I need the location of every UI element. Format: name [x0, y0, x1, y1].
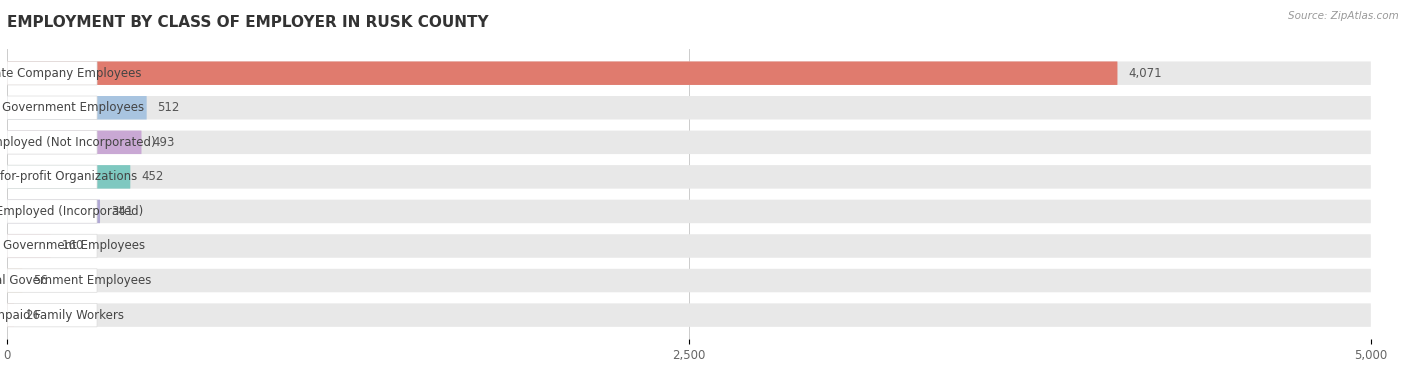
FancyBboxPatch shape	[7, 96, 97, 120]
FancyBboxPatch shape	[7, 96, 1371, 120]
FancyBboxPatch shape	[7, 165, 131, 188]
Text: Not-for-profit Organizations: Not-for-profit Organizations	[0, 170, 138, 183]
Text: Unpaid Family Workers: Unpaid Family Workers	[0, 309, 124, 322]
FancyBboxPatch shape	[7, 96, 146, 120]
Text: 452: 452	[141, 170, 163, 183]
Text: Self-Employed (Incorporated): Self-Employed (Incorporated)	[0, 205, 143, 218]
FancyBboxPatch shape	[7, 234, 51, 258]
Text: Local Government Employees: Local Government Employees	[0, 101, 145, 114]
Text: 493: 493	[152, 136, 174, 149]
FancyBboxPatch shape	[7, 61, 97, 85]
Text: 341: 341	[111, 205, 134, 218]
Text: Self-Employed (Not Incorporated): Self-Employed (Not Incorporated)	[0, 136, 155, 149]
Text: 4,071: 4,071	[1129, 67, 1161, 80]
FancyBboxPatch shape	[7, 303, 1371, 327]
FancyBboxPatch shape	[7, 269, 22, 292]
FancyBboxPatch shape	[7, 61, 1371, 85]
FancyBboxPatch shape	[7, 303, 14, 327]
FancyBboxPatch shape	[7, 200, 100, 223]
Text: Federal Government Employees: Federal Government Employees	[0, 274, 152, 287]
FancyBboxPatch shape	[7, 234, 1371, 258]
Text: 26: 26	[25, 309, 39, 322]
FancyBboxPatch shape	[7, 165, 97, 188]
FancyBboxPatch shape	[7, 130, 1371, 154]
FancyBboxPatch shape	[7, 165, 1371, 188]
FancyBboxPatch shape	[7, 269, 1371, 292]
Text: State Government Employees: State Government Employees	[0, 239, 145, 253]
FancyBboxPatch shape	[7, 200, 1371, 223]
Text: Private Company Employees: Private Company Employees	[0, 67, 141, 80]
Text: 56: 56	[34, 274, 48, 287]
FancyBboxPatch shape	[7, 234, 97, 258]
Text: 512: 512	[157, 101, 180, 114]
Text: 160: 160	[62, 239, 84, 253]
FancyBboxPatch shape	[7, 130, 97, 154]
FancyBboxPatch shape	[7, 130, 142, 154]
FancyBboxPatch shape	[7, 269, 97, 292]
FancyBboxPatch shape	[7, 303, 97, 327]
FancyBboxPatch shape	[7, 61, 1118, 85]
Text: Source: ZipAtlas.com: Source: ZipAtlas.com	[1288, 11, 1399, 21]
Text: EMPLOYMENT BY CLASS OF EMPLOYER IN RUSK COUNTY: EMPLOYMENT BY CLASS OF EMPLOYER IN RUSK …	[7, 15, 489, 30]
FancyBboxPatch shape	[7, 200, 97, 223]
